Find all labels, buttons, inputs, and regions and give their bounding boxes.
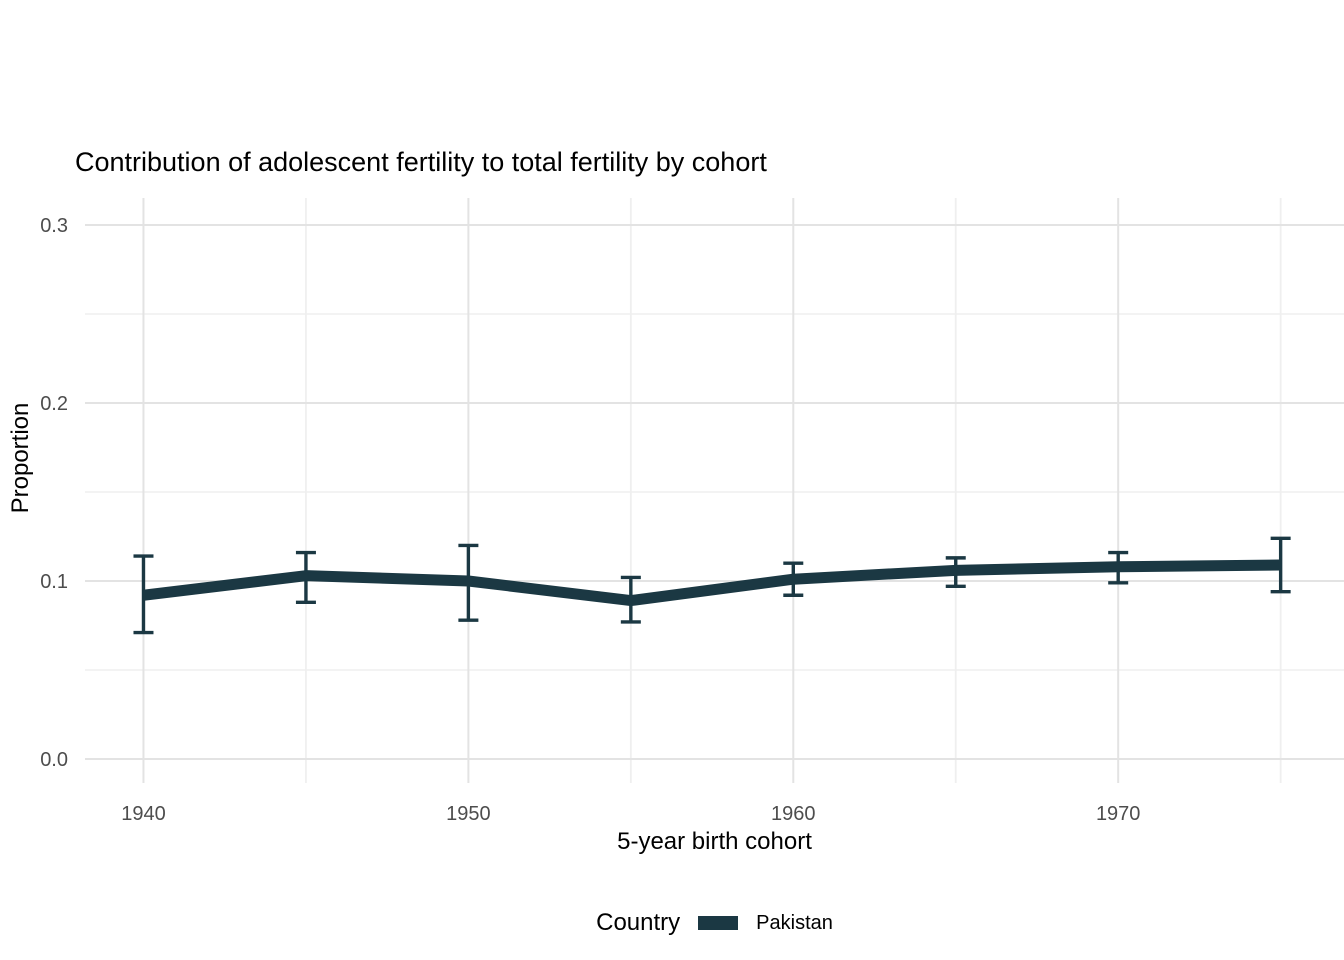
y-tick-label: 0.0	[40, 749, 68, 771]
legend-swatch-pakistan	[698, 916, 739, 930]
axis-tick-labels: 1940 1950 1960 1970 0.0 0.1 0.2 0.3	[40, 215, 1140, 825]
gridlines-minor	[85, 198, 1344, 783]
series-line-pakistan	[142, 559, 1281, 607]
legend-label-pakistan: Pakistan	[756, 911, 833, 934]
x-tick-label: 1940	[121, 803, 166, 825]
y-tick-label: 0.1	[40, 571, 68, 593]
x-tick-label: 1950	[446, 803, 491, 825]
legend-title: Country	[596, 909, 681, 936]
gridlines-major	[85, 198, 1344, 783]
legend: Country Pakistan	[85, 906, 1344, 940]
x-tick-label: 1970	[1096, 803, 1141, 825]
y-tick-label: 0.3	[40, 215, 68, 237]
x-tick-label: 1960	[771, 803, 816, 825]
y-tick-label: 0.2	[40, 393, 68, 415]
chart-title: Contribution of adolescent fertility to …	[75, 147, 767, 177]
data-line	[142, 559, 1281, 607]
x-axis-title: 5-year birth cohort	[617, 828, 812, 855]
